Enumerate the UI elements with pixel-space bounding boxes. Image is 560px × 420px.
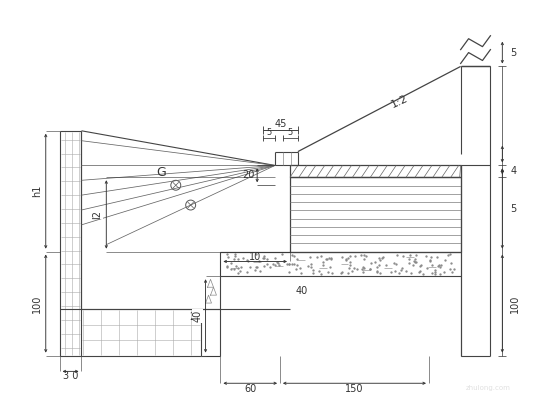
Text: 3 0: 3 0	[63, 371, 78, 381]
Text: G: G	[156, 166, 166, 179]
Text: 5: 5	[288, 128, 293, 137]
Text: 5: 5	[510, 204, 516, 213]
Text: 5: 5	[267, 128, 272, 137]
Text: 45: 45	[274, 119, 287, 129]
Text: zhulong.com: zhulong.com	[466, 385, 511, 391]
Text: 100: 100	[510, 294, 520, 313]
Text: 20: 20	[242, 171, 254, 180]
Text: 60: 60	[244, 384, 256, 394]
Text: 25: 25	[189, 312, 202, 322]
Text: 40: 40	[193, 310, 203, 322]
Text: 5: 5	[510, 47, 516, 58]
Text: 1:2: 1:2	[389, 93, 409, 109]
Text: h1: h1	[32, 185, 42, 197]
Text: l2: l2	[92, 210, 102, 219]
Text: 150: 150	[345, 384, 363, 394]
Text: 4: 4	[510, 166, 516, 176]
Text: 40: 40	[296, 286, 308, 296]
Text: 100: 100	[32, 294, 42, 313]
Text: 10: 10	[249, 252, 262, 262]
